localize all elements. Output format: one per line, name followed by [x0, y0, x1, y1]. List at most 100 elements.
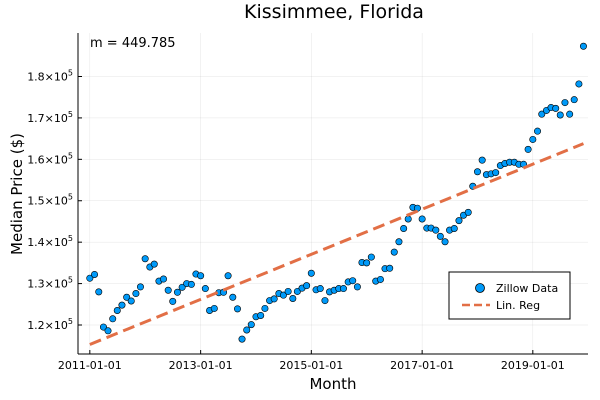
data-point	[91, 270, 99, 278]
data-point	[404, 215, 412, 223]
data-point	[150, 260, 158, 268]
data-point	[261, 304, 269, 312]
data-point	[243, 326, 251, 334]
data-point	[473, 168, 481, 176]
data-point	[233, 305, 241, 313]
data-point	[455, 217, 463, 225]
legend-marker-zillow	[475, 283, 485, 293]
data-point	[197, 272, 205, 280]
data-point	[238, 335, 246, 343]
data-point	[450, 224, 458, 232]
data-point	[109, 315, 117, 323]
y-tick-label: 1.7×105	[27, 110, 73, 125]
data-point	[187, 280, 195, 288]
data-point	[579, 42, 587, 50]
grid	[78, 33, 588, 354]
y-axis-title: Median Price ($)	[8, 133, 26, 255]
data-point	[229, 293, 237, 301]
data-point	[561, 99, 569, 107]
data-point	[99, 323, 107, 331]
legend-label-regression: Lin. Reg	[496, 299, 540, 312]
plot-area	[86, 42, 587, 346]
data-point	[141, 255, 149, 263]
data-point	[178, 283, 186, 291]
data-point	[376, 275, 384, 283]
y-tick-label: 1.3×105	[27, 276, 73, 291]
data-point	[201, 285, 209, 293]
series-zillow-data	[86, 42, 587, 343]
data-point	[353, 283, 361, 291]
data-point	[534, 127, 542, 135]
data-point	[284, 287, 292, 295]
data-point	[169, 297, 177, 305]
legend-box	[448, 271, 571, 320]
data-point	[123, 293, 131, 301]
y-tick-label: 1.8×105	[27, 68, 73, 83]
data-point	[363, 259, 371, 267]
data-point	[492, 169, 500, 177]
data-point	[400, 224, 408, 232]
data-point	[164, 286, 172, 294]
data-point	[552, 104, 560, 112]
data-point	[538, 110, 546, 118]
data-point	[316, 285, 324, 293]
data-point	[136, 283, 144, 291]
y-tick-label: 1.6×105	[27, 151, 73, 166]
data-point	[464, 208, 472, 216]
data-point	[436, 232, 444, 240]
data-point	[210, 304, 218, 312]
data-point	[303, 282, 311, 290]
data-point	[279, 291, 287, 299]
ticks: 2011-01-01 2013-01-01 2015-01-01 2017-01-01…	[27, 68, 565, 372]
data-point	[270, 295, 278, 303]
data-point	[127, 297, 135, 305]
data-point	[395, 238, 403, 246]
data-point	[575, 80, 583, 88]
data-point	[529, 135, 537, 143]
data-point	[556, 111, 564, 119]
axes	[77, 33, 588, 355]
x-tick-label: 2017-01-01	[390, 359, 454, 372]
data-point	[118, 301, 126, 309]
data-point	[113, 307, 121, 315]
data-point	[86, 274, 94, 282]
data-point	[349, 277, 357, 285]
legend: Zillow Data Lin. Reg	[448, 271, 571, 320]
data-point	[478, 156, 486, 164]
x-axis-title: Month	[309, 375, 356, 393]
data-point	[104, 327, 112, 335]
data-point	[524, 145, 532, 153]
data-point	[432, 226, 440, 234]
y-tick-label: 1.5×105	[27, 193, 73, 208]
data-point	[293, 287, 301, 295]
data-point	[289, 294, 297, 302]
data-point	[307, 269, 315, 277]
data-point	[173, 288, 181, 296]
chart-title: Kissimmee, Florida	[244, 1, 424, 23]
data-point	[257, 311, 265, 319]
data-point	[441, 238, 449, 246]
y-tick-label: 1.4×105	[27, 234, 73, 249]
data-point	[321, 297, 329, 305]
data-point	[570, 96, 578, 104]
x-tick-label: 2011-01-01	[58, 359, 122, 372]
slope-annotation: m = 449.785	[90, 36, 176, 51]
data-point	[367, 253, 375, 261]
x-tick-label: 2013-01-01	[169, 359, 233, 372]
y-tick-label: 1.2×105	[27, 317, 73, 332]
data-point	[132, 290, 140, 298]
legend-label-zillow: Zillow Data	[496, 282, 558, 295]
x-tick-label: 2019-01-01	[501, 359, 565, 372]
data-point	[247, 321, 255, 329]
data-point	[224, 272, 232, 280]
data-point	[386, 264, 394, 272]
data-point	[566, 110, 574, 118]
data-point	[390, 248, 398, 256]
x-tick-label: 2015-01-01	[279, 359, 343, 372]
data-point	[339, 285, 347, 293]
data-point	[160, 275, 168, 283]
data-point	[418, 215, 426, 223]
data-point	[95, 288, 103, 296]
